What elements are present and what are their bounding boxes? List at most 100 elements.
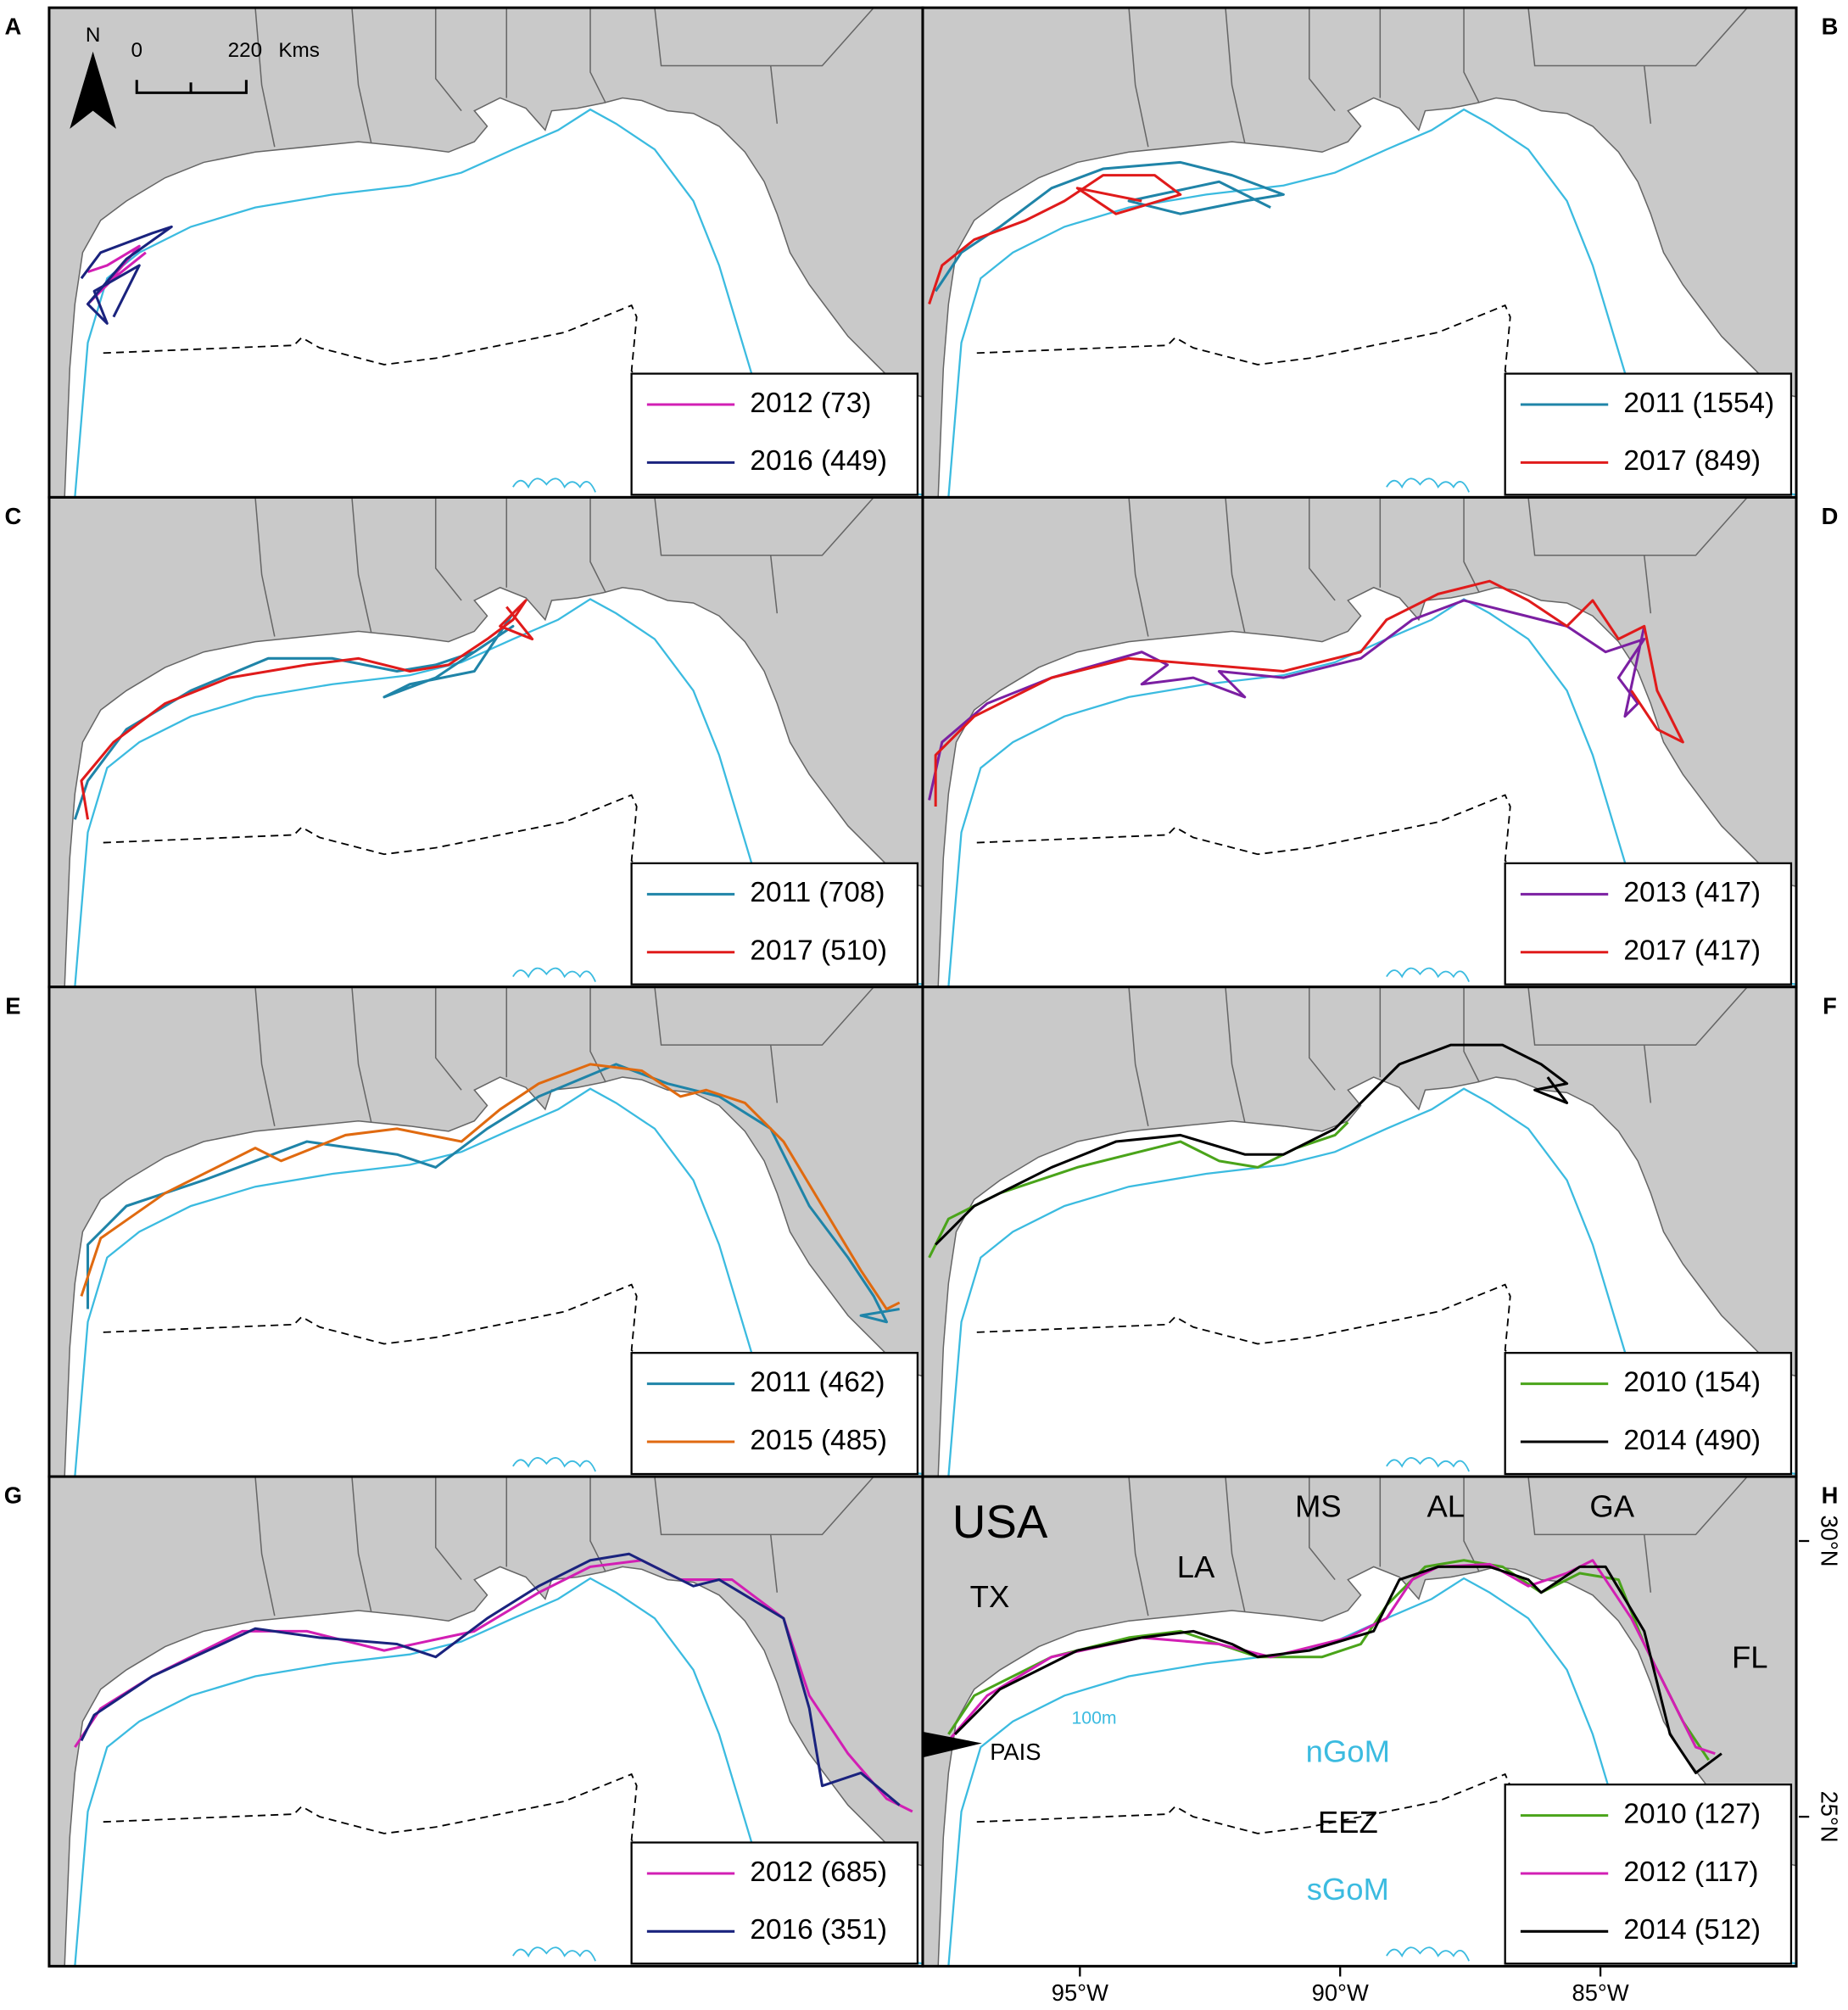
bank-islands	[512, 967, 596, 983]
lon-label: 95°W	[1052, 1979, 1108, 2006]
state-border	[1128, 497, 1149, 637]
map-panel: 2013 (417) 2017 (417)	[921, 495, 1798, 989]
state-border	[1128, 1477, 1149, 1616]
lat-label: 30°N	[1816, 1515, 1842, 1566]
panel-letter: H	[1822, 1482, 1839, 1509]
track	[928, 174, 1182, 305]
bank-islands	[512, 1946, 596, 1962]
state-border	[1463, 986, 1480, 1083]
legend-box	[630, 1352, 919, 1476]
state-border	[434, 1477, 462, 1581]
legend-label: 2014 (490)	[1623, 1425, 1761, 1456]
state-border	[1225, 497, 1246, 634]
legend-box	[1504, 862, 1793, 985]
eez-boundary	[103, 304, 695, 424]
isobath-label: 100m	[1071, 1707, 1116, 1728]
state-border	[254, 1477, 276, 1616]
legend-label: 2012 (73)	[750, 388, 871, 419]
scale-unit: Kms	[278, 39, 320, 62]
state-border	[254, 986, 276, 1126]
state-border	[1225, 986, 1246, 1123]
map-panel: 2011 (708) 2017 (510)	[47, 495, 924, 989]
legend-label: 2017 (849)	[1623, 445, 1761, 477]
state-border	[654, 986, 874, 1046]
legend-label: 2010 (127)	[1623, 1798, 1761, 1829]
state-label: LA	[1177, 1549, 1215, 1584]
legend-label: 2011 (462)	[750, 1366, 885, 1398]
legend-box	[1504, 372, 1793, 496]
bank-islands	[1386, 967, 1470, 983]
legend-box	[630, 1841, 919, 1965]
land	[48, 1477, 923, 1967]
legend-label: 2011 (1554)	[1623, 388, 1774, 419]
state-border	[769, 1534, 779, 1593]
state-border	[1463, 497, 1480, 594]
map-panel: 2012 (73) 2016 (449)	[47, 6, 924, 499]
track	[934, 579, 1684, 807]
panel-letter: E	[5, 992, 20, 1019]
state-border	[1643, 65, 1652, 124]
state-border	[1643, 1045, 1652, 1103]
state-label: FL	[1732, 1639, 1768, 1674]
bank-islands	[1386, 1946, 1470, 1962]
state-border	[1463, 8, 1480, 103]
track	[953, 1565, 1722, 1774]
state-border	[1128, 986, 1149, 1126]
map-body: 2011 (462) 2015 (485)	[48, 986, 923, 1477]
land	[48, 986, 923, 1477]
state-border	[589, 1477, 606, 1572]
eez-boundary	[103, 1283, 695, 1403]
map-body: 2012 (73) 2016 (449)	[48, 8, 923, 498]
region-label: nGoM	[1306, 1734, 1390, 1768]
legend-box	[630, 372, 919, 496]
map-body: 2013 (417) 2017 (417)	[922, 497, 1797, 987]
map-body: 2010 (154) 2014 (490)	[922, 986, 1797, 1477]
site-label: PAIS	[990, 1739, 1041, 1765]
state-border	[654, 1477, 874, 1536]
map-panel: 2011 (462) 2015 (485)	[47, 985, 924, 1478]
state-border	[769, 555, 779, 614]
state-border	[1308, 497, 1336, 601]
state-border	[1527, 986, 1748, 1046]
land	[922, 8, 1797, 498]
legend-label: 2017 (510)	[750, 935, 887, 967]
legend-label: 2016 (449)	[750, 445, 887, 477]
bank-islands	[512, 477, 596, 493]
eez-boundary	[103, 1773, 695, 1892]
state-border	[769, 1045, 779, 1103]
panel-letter: A	[5, 14, 22, 40]
state-border	[589, 497, 606, 594]
track	[86, 1063, 900, 1324]
state-label: TX	[970, 1579, 1010, 1614]
legend-label: 2012 (685)	[750, 1856, 887, 1888]
legend-box	[1504, 1352, 1793, 1476]
state-border	[1308, 986, 1336, 1091]
track	[80, 1552, 901, 1806]
region-label: sGoM	[1307, 1872, 1389, 1907]
region-label: EEZ	[1318, 1805, 1378, 1840]
state-border	[654, 8, 874, 67]
bank-islands	[512, 1457, 596, 1472]
eez-boundary	[976, 794, 1568, 913]
legend-box	[630, 862, 919, 985]
state-border	[1527, 8, 1748, 67]
eez-boundary	[976, 1283, 1568, 1403]
legend-label: 2012 (117)	[1623, 1856, 1758, 1888]
track	[928, 599, 1646, 801]
track	[74, 1559, 913, 1813]
legend-label: 2013 (417)	[1623, 877, 1761, 908]
state-border	[1527, 1477, 1748, 1536]
state-border	[254, 497, 276, 637]
state-border	[351, 497, 372, 634]
bank-islands	[1386, 477, 1470, 493]
legend-label: 2011 (708)	[750, 877, 885, 908]
land	[48, 497, 923, 987]
track	[80, 225, 173, 325]
state-border	[1308, 8, 1336, 112]
map-body: 2011 (1554) 2017 (849)	[922, 8, 1797, 498]
map-panel: 2012 (685) 2016 (351)	[47, 1475, 924, 1968]
state-border	[351, 1477, 372, 1612]
state-border	[351, 986, 372, 1123]
